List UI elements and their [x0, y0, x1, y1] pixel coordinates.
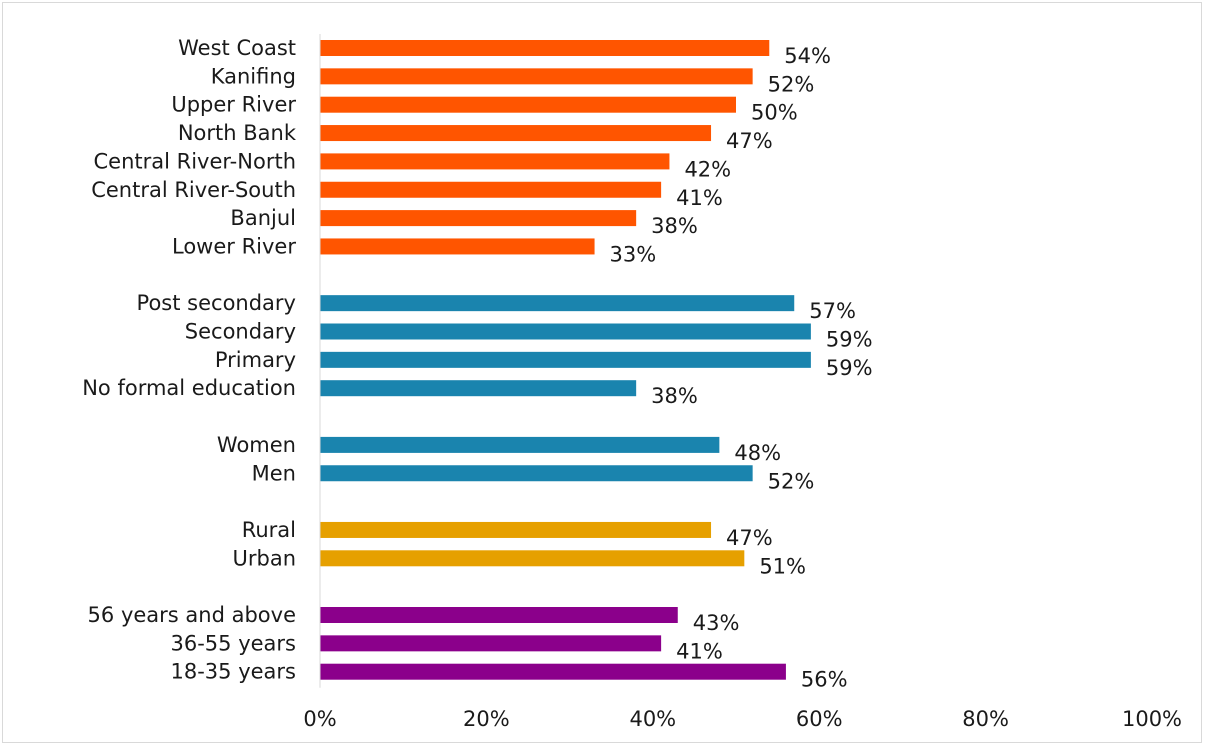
category-label: Banjul — [230, 206, 296, 230]
bar — [320, 521, 712, 538]
value-label: 59% — [826, 328, 873, 352]
category-label: Men — [252, 461, 296, 485]
value-label: 50% — [751, 101, 798, 125]
value-label: 38% — [651, 214, 698, 238]
category-label: Post secondary — [137, 291, 296, 315]
category-label: Urban — [232, 546, 296, 570]
value-label: 47% — [726, 129, 773, 153]
x-tick-label: 100% — [1122, 707, 1182, 731]
value-label: 51% — [759, 554, 806, 578]
category-label: Rural — [242, 518, 296, 542]
value-label: 52% — [768, 72, 815, 96]
category-label: 18-35 years — [171, 660, 297, 684]
value-label: 54% — [784, 44, 831, 68]
bar — [320, 550, 745, 567]
value-label: 38% — [651, 384, 698, 408]
bar — [320, 238, 595, 255]
value-label: 41% — [676, 639, 723, 663]
value-label: 59% — [826, 356, 873, 380]
bar — [320, 295, 795, 312]
category-label: No formal education — [82, 376, 296, 400]
bar — [320, 96, 736, 113]
category-label: Secondary — [185, 320, 296, 344]
category-label: West Coast — [178, 36, 296, 60]
x-tick-label: 40% — [629, 707, 676, 731]
bar — [320, 210, 637, 227]
value-label: 47% — [726, 526, 773, 550]
category-label: Kanifing — [211, 64, 296, 88]
value-label: 33% — [610, 242, 657, 266]
bar — [320, 465, 753, 482]
category-label: Upper River — [171, 93, 296, 117]
bar — [320, 380, 637, 397]
value-label: 42% — [684, 157, 731, 181]
value-label: 52% — [768, 469, 815, 493]
category-label: 36-55 years — [171, 631, 297, 655]
value-label: 56% — [801, 668, 848, 692]
bar — [320, 153, 670, 170]
bar — [320, 40, 770, 56]
category-label: Central River-North — [93, 149, 296, 173]
bar — [320, 351, 811, 368]
category-label: Lower River — [172, 234, 296, 258]
category-label: Primary — [215, 348, 296, 372]
x-tick-label: 80% — [962, 707, 1009, 731]
x-tick-label: 60% — [796, 707, 843, 731]
value-label: 48% — [734, 441, 781, 465]
bar — [320, 663, 786, 680]
bar — [320, 323, 811, 340]
category-label: Central River-South — [91, 178, 296, 202]
x-tick-label: 0% — [303, 707, 336, 731]
value-label: 43% — [693, 611, 740, 635]
bar — [320, 635, 662, 652]
bar — [320, 125, 712, 142]
bar — [320, 181, 662, 198]
bar — [320, 607, 678, 623]
category-label: North Bank — [178, 121, 297, 145]
x-tick-label: 20% — [463, 707, 510, 731]
bar — [320, 68, 753, 85]
category-label: Women — [217, 433, 296, 457]
value-label: 57% — [809, 299, 856, 323]
value-label: 41% — [676, 186, 723, 210]
category-label: 56 years and above — [88, 603, 296, 627]
bar — [320, 436, 720, 453]
